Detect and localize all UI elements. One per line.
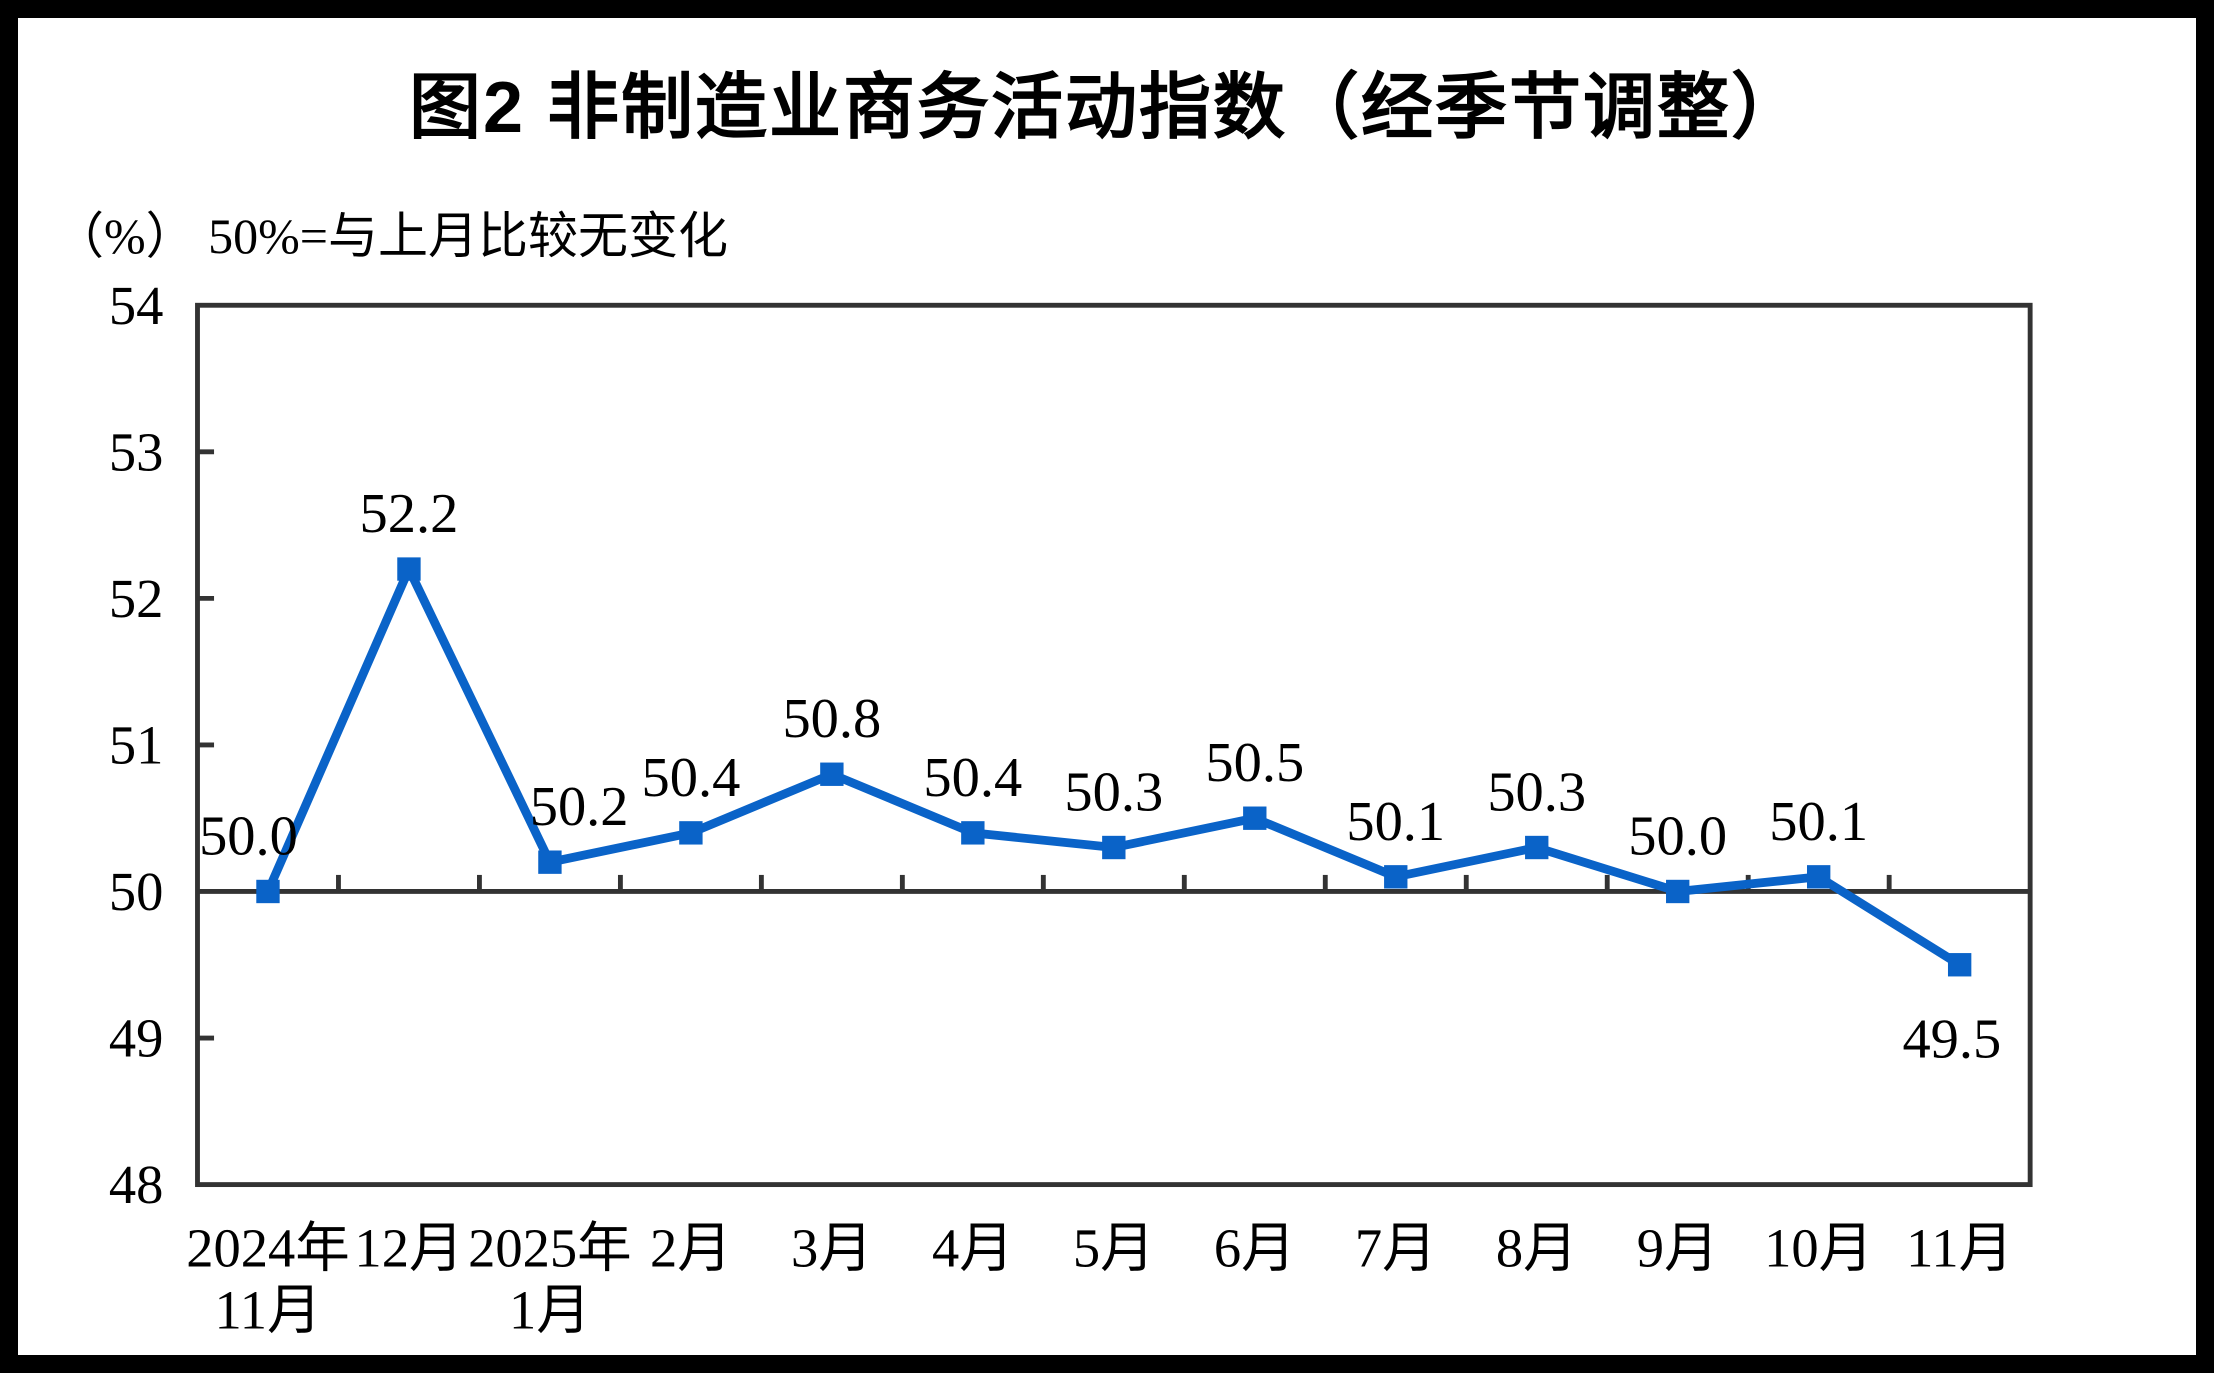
y-axis-label: 53 (109, 421, 164, 482)
data-point-label: 50.8 (782, 688, 881, 750)
x-axis-label: 8月 (1496, 1217, 1578, 1278)
data-point-marker (1525, 835, 1549, 860)
chart-axis-unit-note: （%） 50%=与上月比较无变化 (54, 208, 728, 264)
data-point-marker (256, 879, 280, 904)
x-axis-label: 2025年 1月 (468, 1217, 632, 1340)
y-axis-label: 49 (109, 1008, 164, 1069)
data-point-marker (1806, 865, 1831, 889)
data-point-label: 50.1 (1346, 791, 1445, 853)
x-axis-label: 11月 (1906, 1217, 2013, 1278)
chart-title: 图2 非制造业商务活动指数（经季节调整） (408, 68, 1806, 148)
x-axis-label: 3月 (791, 1217, 873, 1278)
data-point-label: 50.0 (199, 805, 298, 867)
x-axis-label: 12月 (354, 1217, 463, 1278)
data-point-marker (961, 821, 985, 845)
x-axis-label: 9月 (1637, 1217, 1719, 1278)
data-point-label: 50.3 (1487, 762, 1586, 824)
y-axis-label: 51 (109, 714, 164, 775)
x-axis-label: 5月 (1073, 1217, 1155, 1278)
y-axis-label: 48 (109, 1154, 164, 1215)
data-point-label: 49.5 (1902, 1008, 2001, 1070)
data-point-label: 50.2 (530, 776, 629, 838)
data-point-label: 50.5 (1205, 732, 1304, 794)
data-point-label: 52.2 (360, 483, 459, 545)
data-point-label: 50.4 (923, 747, 1022, 809)
data-point-label: 50.0 (1628, 805, 1727, 867)
data-point-label: 50.4 (641, 747, 740, 809)
data-point-marker (1102, 835, 1126, 860)
data-point-marker (1947, 953, 1972, 977)
data-point-marker (1666, 879, 1690, 904)
data-point-label: 50.1 (1769, 791, 1868, 853)
y-axis-label: 52 (109, 568, 164, 629)
y-axis-label: 50 (109, 861, 164, 922)
x-axis-label: 10月 (1764, 1217, 1873, 1278)
x-axis-label: 7月 (1355, 1217, 1437, 1278)
plot-area-border (195, 302, 2033, 1188)
x-axis-label: 2024年 11月 (186, 1217, 350, 1340)
data-point-marker (679, 821, 703, 845)
data-point-marker (538, 850, 562, 874)
data-point-marker (397, 557, 421, 581)
data-point-label: 50.3 (1064, 762, 1163, 824)
data-point-marker (1243, 806, 1267, 830)
data-point-marker (1384, 865, 1408, 889)
x-axis-label: 4月 (932, 1217, 1014, 1278)
y-axis-label: 54 (109, 275, 164, 336)
data-point-marker (820, 762, 844, 786)
x-axis-label: 6月 (1214, 1217, 1296, 1278)
chart-canvas: 54 53 52 51 50 49 48 2024年 11月 12月 2025年 1月 2月 3月 4月 5月… (18, 18, 2196, 1355)
x-axis-label: 2月 (650, 1217, 732, 1278)
